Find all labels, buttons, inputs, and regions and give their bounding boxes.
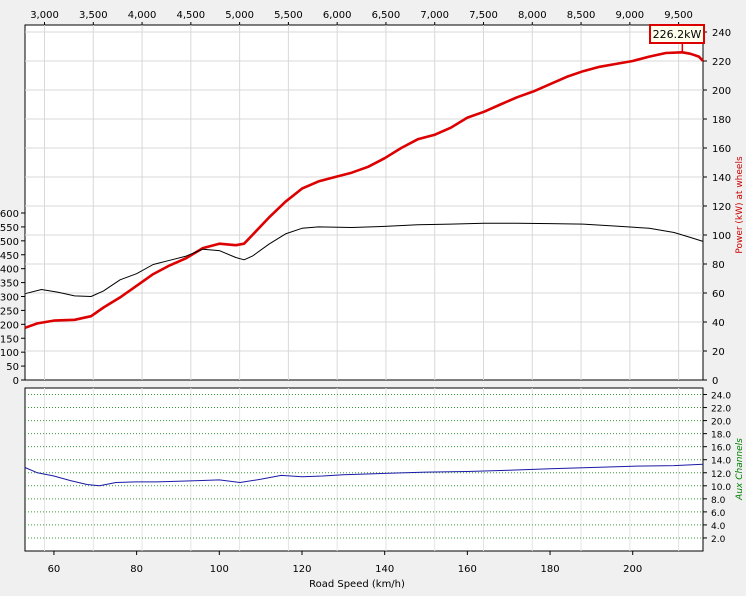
peak-callout-box <box>649 24 705 44</box>
aux-line <box>24 463 704 487</box>
x-axis-title: Road Speed (km/h) <box>309 579 405 590</box>
torque-tick-label: 450 <box>0 251 19 262</box>
power-tick-label: 40 <box>712 318 725 329</box>
rpm-tick-label: 7,000 <box>420 10 449 21</box>
peak-callout-label: 226.2kW <box>653 28 702 41</box>
series-layer <box>24 43 704 487</box>
aux-tick-label: 4.0 <box>711 522 726 532</box>
rpm-tick-label: 3,500 <box>79 10 108 21</box>
torque-tick-label: 200 <box>0 320 19 331</box>
peak-callout[interactable]: 226.2kW <box>649 24 705 44</box>
power-line <box>24 50 704 330</box>
aux-tick-label: 18.0 <box>711 431 731 441</box>
rpm-tick-label: 3,000 <box>30 10 59 21</box>
torque-tick-label: 600 <box>0 209 19 220</box>
rpm-tick-label: 7,500 <box>469 10 498 21</box>
power-tick-label: 180 <box>712 115 731 126</box>
x-tick-label: 160 <box>458 564 477 575</box>
rpm-axis: 3,000 3,500 4,000 4,500 5,000 5,500 6,000 6,500… <box>30 10 693 25</box>
rpm-tick-label: 6,000 <box>323 10 352 21</box>
aux-tick-label: 2.0 <box>711 535 726 545</box>
rpm-tick-label: 5,000 <box>225 10 254 21</box>
aux-grid <box>25 388 703 551</box>
torque-tick-label: 0 <box>13 376 19 387</box>
x-axis: 60 80 100 120 140 160 180 200 <box>48 551 642 575</box>
x-tick-label: 80 <box>130 564 143 575</box>
aux-tick-label: 16.0 <box>711 444 731 454</box>
torque-tick-label: 100 <box>0 348 19 359</box>
torque-tick-label: 500 <box>0 237 19 248</box>
power-tick-label: 80 <box>712 260 725 271</box>
power-tick-label: 100 <box>712 231 731 242</box>
aux-tick-label: 24.0 <box>711 392 731 402</box>
power-tick-label: 160 <box>712 144 731 155</box>
rpm-tick-label: 8,000 <box>518 10 547 21</box>
rpm-tick-label: 4,500 <box>177 10 206 21</box>
x-tick-label: 140 <box>375 564 394 575</box>
rpm-tick-label: 5,500 <box>274 10 303 21</box>
power-tick-label: 60 <box>712 289 725 300</box>
torque-line <box>24 222 704 297</box>
rpm-tick-label: 8,500 <box>567 10 596 21</box>
x-tick-label: 60 <box>48 564 61 575</box>
x-tick-label: 180 <box>540 564 559 575</box>
power-axis: 0 20 40 60 80 100 120 140 160 180 200 220 240 <box>703 28 731 387</box>
aux-tick-label: 12.0 <box>711 470 731 480</box>
torque-axis: 0 50 100 150 200 250 300 350 400 450 500 550 600 <box>0 209 25 387</box>
aux-plot-area <box>24 387 704 552</box>
torque-tick-label: 350 <box>0 279 19 290</box>
torque-tick-label: 150 <box>0 334 19 345</box>
torque-tick-label: 250 <box>0 306 19 317</box>
aux-axis-title: Aux Channels <box>735 438 745 501</box>
main-grid <box>25 25 703 380</box>
power-axis-title: Power (kW) at wheels <box>735 156 745 254</box>
aux-axis: 2.0 4.0 6.0 8.0 10.0 12.0 14.0 16.0 18.0 20.0 22.0… <box>703 392 731 545</box>
power-tick-label: 200 <box>712 86 731 97</box>
rpm-tick-label: 9,000 <box>616 10 645 21</box>
power-tick-label: 20 <box>712 347 725 358</box>
aux-tick-label: 20.0 <box>711 418 731 428</box>
aux-tick-label: 6.0 <box>711 509 726 519</box>
x-tick-label: 200 <box>623 564 642 575</box>
rpm-tick-label: 6,500 <box>372 10 401 21</box>
power-tick-label: 0 <box>712 376 718 387</box>
aux-tick-label: 8.0 <box>711 496 726 506</box>
power-tick-label: 140 <box>712 173 731 184</box>
torque-tick-label: 50 <box>6 362 19 373</box>
power-tick-label: 220 <box>712 57 731 68</box>
x-tick-label: 100 <box>210 564 229 575</box>
aux-tick-label: 14.0 <box>711 457 731 467</box>
torque-tick-label: 400 <box>0 265 19 276</box>
rpm-tick-label: 9,500 <box>664 10 693 21</box>
aux-tick-label: 22.0 <box>711 405 731 415</box>
power-tick-label: 120 <box>712 202 731 213</box>
power-tick-label: 240 <box>712 28 731 39</box>
aux-tick-label: 10.0 <box>711 483 731 493</box>
main-plot-area <box>24 24 704 381</box>
torque-tick-label: 300 <box>0 293 19 304</box>
rpm-tick-label: 4,000 <box>128 10 157 21</box>
x-tick-label: 120 <box>292 564 311 575</box>
torque-tick-label: 550 <box>0 223 19 234</box>
